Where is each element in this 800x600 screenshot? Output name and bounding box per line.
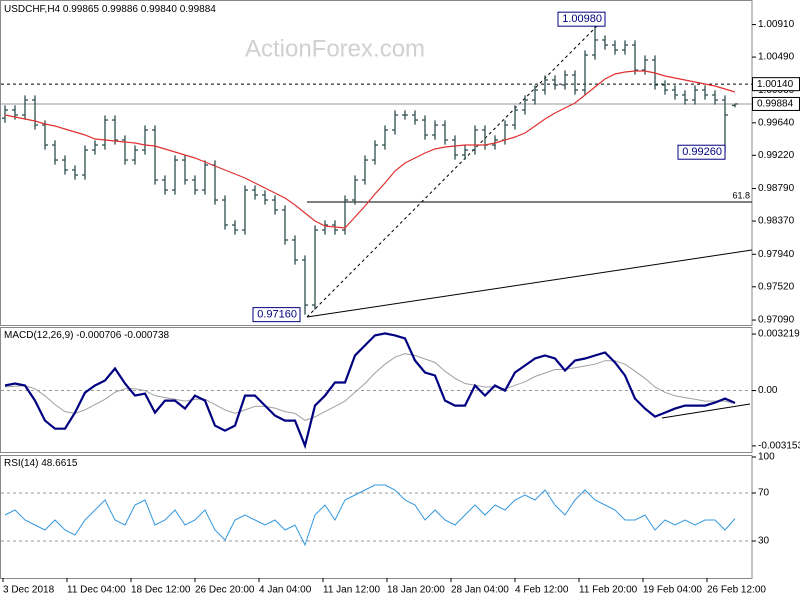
y-tick-label: 0.00: [758, 385, 778, 396]
y-tick-label: 70: [758, 488, 770, 499]
y-tick-label: 0.97090: [758, 315, 795, 326]
y-tick-label: 0.003219: [758, 329, 800, 340]
macd-value: -0.000706: [76, 330, 121, 341]
x-tick-label: 11 Feb 20:00: [579, 585, 638, 596]
x-tick-label: 28 Jan 04:00: [451, 585, 509, 596]
annotation-box: [252, 307, 301, 323]
macd-header: MACD(12,26,9) -0.000706 -0.000738: [4, 330, 170, 341]
price-panel: [0, 0, 753, 326]
y-tick-label: 0.97520: [758, 281, 795, 292]
x-tick-label: 19 Feb 04:00: [643, 585, 702, 596]
y-tick-label: 0.99640: [758, 117, 795, 128]
x-tick-label: 18 Dec 12:00: [131, 585, 191, 596]
quote-low: 0.99840: [141, 4, 178, 15]
annotation-label: 0.99260: [682, 146, 722, 158]
symbol: USDCHF,H4: [4, 4, 61, 15]
y-tick-label: 0.98790: [758, 183, 795, 194]
y-tick-label: 30: [758, 536, 770, 547]
price-header: USDCHF,H4 0.99865 0.99886 0.99840 0.9988…: [4, 4, 216, 15]
y-tick-label: 0.97940: [758, 249, 795, 260]
signal-value: -0.000738: [124, 330, 169, 341]
y-tick-label: 1.00490: [758, 52, 795, 63]
y-tick-label: -0.003153: [758, 441, 800, 452]
y-tick-label: 0.98370: [758, 216, 795, 227]
x-tick-label: 26 Feb 12:00: [707, 585, 766, 596]
x-tick-label: 3 Dec 2018: [3, 585, 55, 596]
rsi-header: RSI(14) 48.6615: [4, 458, 78, 469]
x-tick-label: 18 Jan 20:00: [387, 585, 445, 596]
y-tick-label: 100: [758, 452, 775, 463]
x-tick-label: 11 Jan 12:00: [323, 585, 381, 596]
fib-label: 61.8: [732, 190, 750, 200]
rsi-panel: [0, 455, 753, 579]
quote-open: 0.99865: [63, 4, 100, 15]
annotation-box: [557, 11, 606, 27]
annotation-label: 1.00980: [562, 13, 602, 25]
watermark: ActionForex.com: [245, 35, 425, 62]
y-tick-label: 0.99220: [758, 150, 795, 161]
price-box-label: 0.99884: [757, 99, 794, 110]
x-tick-label: 4 Jan 04:00: [259, 585, 312, 596]
swing-line: [306, 17, 606, 318]
annotation-box: [677, 144, 726, 160]
divergence-line: [661, 403, 751, 419]
x-tick-label: 26 Dec 20:00: [195, 585, 255, 596]
y-tick-label: 1.00910: [758, 19, 795, 30]
rsi-line: [4, 484, 736, 547]
annotation-label: 0.97160: [257, 309, 297, 321]
x-tick-label: 4 Feb 12:00: [515, 585, 569, 596]
rsi-title: RSI(14): [4, 458, 38, 469]
quote-high: 0.99886: [102, 4, 139, 15]
moving-average: [4, 70, 736, 229]
quote-close: 0.99884: [180, 4, 217, 15]
macd-line: [4, 332, 736, 450]
price-box-label: 1.00140: [757, 79, 794, 90]
macd-panel: [0, 327, 753, 453]
macd-title: MACD(12,26,9): [4, 330, 73, 341]
rsi-value: 48.6615: [41, 458, 78, 469]
x-tick-label: 11 Dec 04:00: [67, 585, 126, 596]
trend-line: [306, 249, 753, 318]
